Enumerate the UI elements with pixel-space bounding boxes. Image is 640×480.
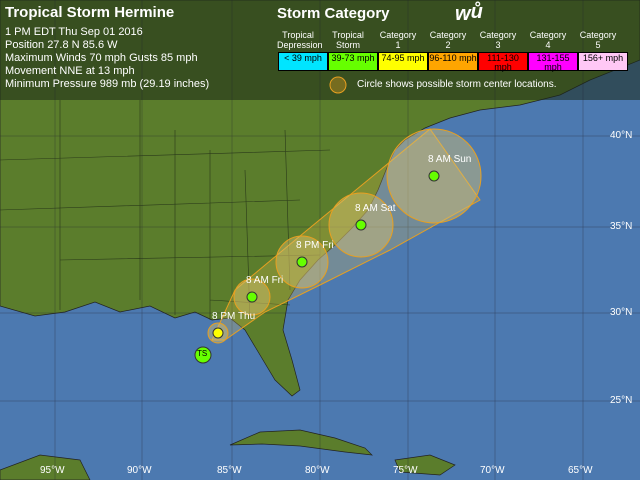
category-name: Tropical Storm (332, 30, 364, 50)
current-storm-icon (194, 346, 212, 364)
circle-note: Circle shows possible storm center locat… (357, 79, 557, 90)
lon-tick: 70°W (480, 465, 505, 476)
lon-tick: 65°W (568, 465, 593, 476)
storm-position: Position 27.8 N 85.6 W (5, 39, 118, 51)
storm-badge: TS (197, 349, 208, 358)
forecast-label: 8 PM Thu (212, 311, 256, 322)
land-yucatan (0, 454, 91, 480)
lon-tick: 75°W (393, 465, 418, 476)
storm-pressure: Minimum Pressure 989 mb (29.19 inches) (5, 78, 210, 90)
forecast-point (246, 291, 258, 303)
forecast-label: 8 PM Fri (296, 240, 334, 251)
land-cuba (229, 429, 373, 456)
lon-tick: 95°W (40, 465, 65, 476)
lon-tick: 90°W (127, 465, 152, 476)
storm-winds: Maximum Winds 70 mph Gusts 85 mph (5, 52, 198, 64)
category-name: Category 4 (529, 30, 567, 50)
category-name: Category 5 (579, 30, 617, 50)
lat-tick: 35°N (610, 221, 633, 232)
circle-legend-icon (329, 76, 347, 94)
category-swatch: 111-130 mph (478, 52, 528, 72)
forecast-point (355, 219, 367, 231)
category-swatch: 131-155 mph (528, 52, 578, 72)
lat-tick: 25°N (610, 395, 633, 406)
category-name: Category 2 (429, 30, 467, 50)
category-swatch: 74-95 mph (378, 52, 428, 71)
category-name: Category 3 (479, 30, 517, 50)
advisory-time: 1 PM EDT Thu Sep 01 2016 (5, 26, 143, 38)
storm-movement: Movement NNE at 13 mph (5, 65, 135, 77)
category-swatch: 39-73 mph (328, 52, 378, 71)
category-swatch: 96-110 mph (428, 52, 478, 71)
category-swatch: < 39 mph (278, 52, 328, 71)
category-swatch: 156+ mph (578, 52, 628, 71)
lat-tick: 40°N (610, 130, 633, 141)
forecast-point (296, 256, 308, 268)
wu-logo: wů (455, 1, 483, 25)
forecast-label: 8 AM Fri (246, 275, 284, 286)
category-name: Tropical Depression (277, 30, 323, 50)
forecast-point (212, 327, 224, 339)
forecast-point (428, 170, 440, 182)
land-hispaniola (394, 454, 456, 476)
forecast-label: 8 AM Sun (428, 154, 472, 165)
state-borders (0, 100, 331, 321)
legend-title: Storm Category (277, 5, 390, 22)
lon-tick: 80°W (305, 465, 330, 476)
forecast-cone (211, 128, 481, 341)
storm-title: Tropical Storm Hermine (5, 4, 175, 21)
forecast-label: 8 AM Sat (355, 203, 396, 214)
lon-tick: 85°W (217, 465, 242, 476)
category-name: Category 1 (379, 30, 417, 50)
lat-tick: 30°N (610, 307, 633, 318)
